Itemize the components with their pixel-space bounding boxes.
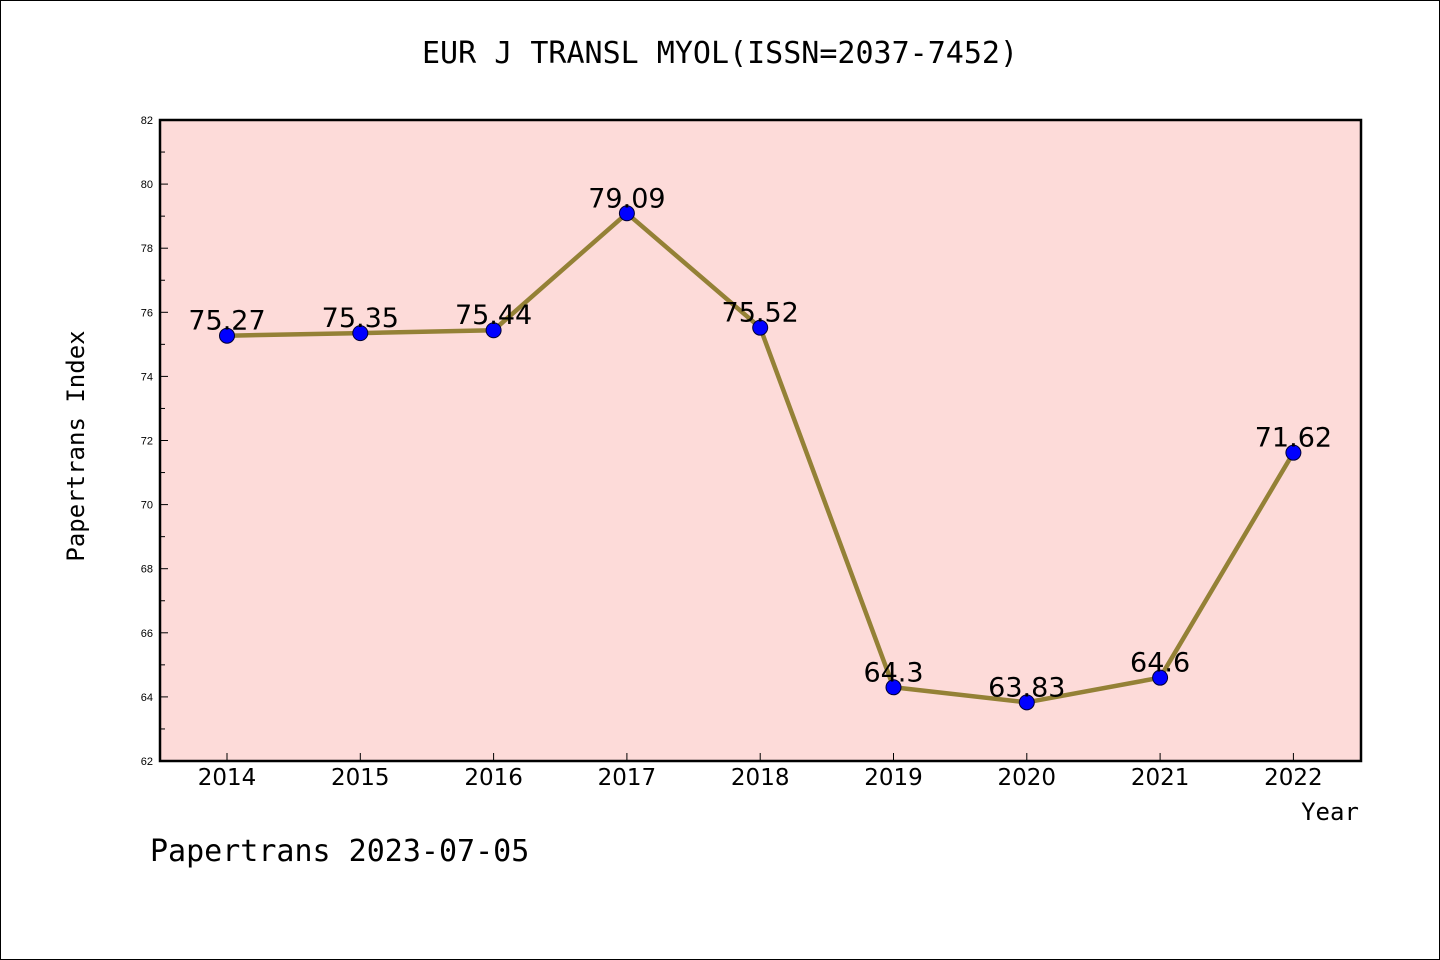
data-point-2021: [1152, 669, 1169, 686]
y-tick-label: 82: [141, 115, 153, 127]
x-tick-label: 2018: [731, 765, 790, 791]
data-label-2021: 64.6: [1130, 648, 1190, 679]
y-tick-label: 80: [141, 179, 153, 191]
x-tick-label: 2019: [864, 765, 923, 791]
y-axis-title: Papertrans Index: [62, 330, 90, 561]
y-tick-label: 74: [141, 371, 153, 383]
y-tick-label: 70: [141, 500, 153, 512]
footer-date: Papertrans 2023-07-05: [150, 834, 530, 869]
x-tick-label: 2017: [598, 765, 657, 791]
data-point-2020: [1018, 694, 1035, 711]
x-tick-label: 2022: [1264, 765, 1323, 791]
plot-border: [158, 118, 1363, 763]
data-labels: 75.27 75.35 75.44 79.09 75.52 64.3 63.83 64.6 71…: [188, 183, 1332, 703]
data-point-2015: [352, 325, 369, 342]
data-point-2016: [485, 322, 502, 339]
data-point-2017: [618, 205, 635, 222]
data-label-2018: 75.52: [722, 298, 799, 329]
data-label-2019: 64.3: [863, 657, 923, 688]
data-label-2020: 63.83: [988, 672, 1065, 703]
data-label-2014: 75.27: [188, 306, 265, 337]
x-tick-label: 2014: [198, 765, 257, 791]
y-tick-label: 76: [141, 307, 153, 319]
data-point-2019: [885, 679, 902, 696]
data-label-2022: 71.62: [1255, 423, 1332, 454]
y-tick-label: 72: [141, 436, 153, 448]
y-tick-label: 66: [141, 628, 153, 640]
data-markers: [219, 205, 1302, 711]
y-tick-label: 78: [141, 243, 153, 255]
x-tick-label: 2021: [1131, 765, 1190, 791]
x-tick-label: 2020: [998, 765, 1057, 791]
y-tick-label: 64: [141, 692, 153, 704]
data-label-2015: 75.35: [322, 303, 399, 334]
y-tick-label: 62: [141, 756, 153, 768]
chart-title: EUR J TRANSL MYOL(ISSN=2037-7452): [421, 36, 1019, 71]
axis-ticks: 62 64 66 68 70 72 74 76 78 80 82 2014 2015 2016 2017 20…: [141, 115, 1323, 791]
y-tick-label: 68: [141, 564, 153, 576]
plot-area: [160, 120, 1361, 761]
data-label-2017: 79.09: [588, 183, 665, 214]
x-tick-label: 2016: [464, 765, 523, 791]
data-point-2022: [1285, 444, 1302, 461]
data-label-2016: 75.44: [455, 300, 532, 331]
x-tick-label: 2015: [331, 765, 390, 791]
data-point-2018: [752, 319, 769, 336]
data-point-2014: [219, 327, 235, 344]
x-axis-title: Year: [1301, 798, 1359, 826]
